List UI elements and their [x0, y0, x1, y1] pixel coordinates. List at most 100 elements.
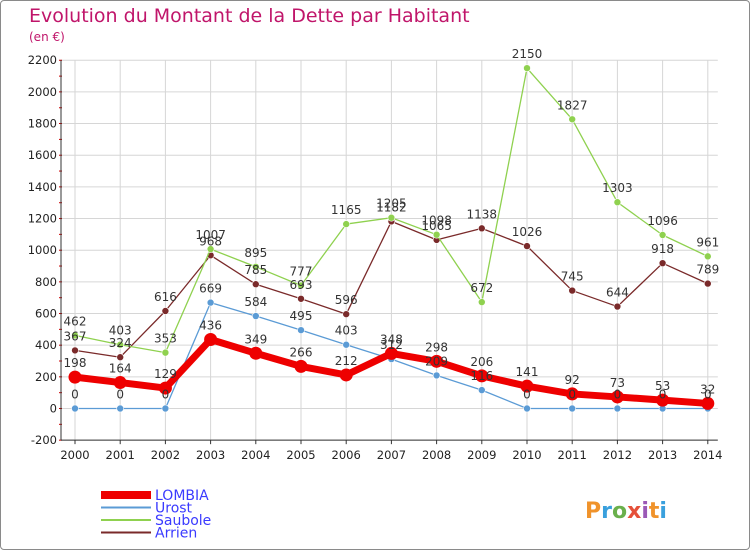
x-tick-label: 2013: [648, 448, 677, 462]
y-tick-label: 0: [50, 402, 57, 416]
data-label-saubole: 1205: [376, 197, 407, 211]
logo-letter: r: [601, 499, 612, 524]
data-label-saubole: 961: [696, 235, 719, 249]
data-point-saubole: [116, 340, 124, 349]
data-point-urost: [613, 404, 622, 413]
data-point-lombia: [520, 379, 534, 393]
data-point-arrien: [703, 279, 712, 288]
data-label-arrien: 324: [109, 336, 132, 350]
data-point-arrien: [342, 310, 351, 318]
data-label-urost: 209: [425, 354, 448, 368]
y-tick-label: 400: [35, 338, 57, 352]
data-label-arrien: 1138: [467, 207, 498, 221]
x-tick-label: 2000: [60, 448, 89, 462]
data-point-urost: [342, 340, 351, 349]
data-point-urost: [477, 386, 486, 394]
data-point-lombia: [430, 354, 444, 368]
data-label-urost: 0: [614, 388, 622, 402]
data-label-arrien: 1182: [376, 200, 407, 214]
x-tick-label: 2003: [196, 448, 225, 462]
data-label-lombia: 436: [199, 318, 222, 332]
data-label-lombia: 206: [470, 355, 493, 369]
data-point-lombia: [294, 359, 308, 373]
data-label-saubole: 895: [244, 246, 267, 260]
x-tick-label: 2002: [151, 448, 180, 462]
x-tick-label: 2001: [106, 448, 135, 462]
data-label-arrien: 745: [561, 270, 584, 284]
y-tick-label: 1400: [28, 180, 57, 194]
data-label-lombia: 198: [64, 356, 87, 370]
chart-title: Evolution du Montant de la Dette par Hab…: [29, 5, 470, 27]
data-label-saubole: 1096: [647, 214, 678, 228]
data-label-urost: 495: [290, 309, 313, 323]
data-label-saubole: 777: [290, 265, 313, 279]
data-point-lombia: [475, 369, 489, 383]
x-tick-label: 2012: [603, 448, 632, 462]
data-point-lombia: [339, 368, 353, 382]
logo-letter: x: [627, 499, 641, 524]
legend-label-arrien: Arrien: [155, 526, 197, 542]
data-label-urost: 0: [568, 388, 576, 402]
data-point-saubole: [161, 348, 170, 357]
data-label-urost: 0: [704, 388, 712, 402]
data-point-lombia: [656, 393, 670, 407]
data-point-arrien: [297, 294, 305, 303]
data-label-lombia: 129: [154, 367, 177, 381]
y-tick-label: 2000: [28, 85, 57, 99]
x-tick-label: 2006: [332, 448, 361, 462]
data-point-saubole: [206, 245, 215, 253]
data-point-arrien: [613, 302, 622, 311]
x-tick-label: 2008: [422, 448, 451, 462]
x-tick-label: 2014: [693, 448, 722, 462]
data-label-lombia: 164: [109, 362, 132, 376]
data-point-saubole: [703, 252, 712, 261]
data-point-saubole: [297, 281, 305, 290]
chart-unit: (en €): [29, 30, 65, 44]
data-label-arrien: 785: [244, 263, 267, 277]
data-point-urost: [71, 404, 79, 413]
data-label-urost: 403: [335, 324, 358, 338]
y-tick-label: 1600: [28, 148, 57, 162]
y-tick-label: 800: [35, 275, 57, 289]
data-point-arrien: [252, 280, 260, 289]
data-point-saubole: [342, 220, 351, 228]
data-label-lombia: 266: [290, 345, 313, 359]
legend-label-saubole: Saubole: [155, 513, 211, 529]
data-point-urost: [206, 298, 215, 307]
legend-label-lombia: LOMBIA: [155, 488, 209, 504]
x-tick-label: 2009: [467, 448, 496, 462]
data-label-urost: 0: [162, 388, 170, 402]
data-label-saubole: 1303: [602, 181, 633, 195]
data-label-saubole: 1165: [331, 203, 362, 217]
data-point-arrien: [477, 224, 486, 233]
data-point-saubole: [658, 231, 667, 239]
data-label-urost: 116: [470, 369, 493, 383]
data-label-lombia: 53: [655, 379, 670, 393]
data-label-saubole: 403: [109, 324, 132, 338]
data-label-arrien: 644: [606, 286, 629, 300]
x-tick-label: 2005: [286, 448, 315, 462]
data-label-arrien: 1065: [421, 219, 452, 233]
data-label-saubole: 462: [64, 314, 87, 328]
x-tick-label: 2011: [558, 448, 587, 462]
data-label-lombia: 73: [610, 376, 625, 390]
data-label-urost: 312: [380, 338, 403, 352]
data-point-arrien: [523, 242, 531, 250]
data-label-saubole: 1007: [195, 228, 226, 242]
data-point-saubole: [252, 263, 260, 271]
data-point-saubole: [387, 213, 396, 222]
data-point-lombia: [204, 332, 218, 346]
data-point-saubole: [477, 298, 486, 306]
data-label-saubole: 672: [470, 281, 493, 295]
logo-letter: i: [659, 499, 667, 524]
data-label-arrien: 596: [335, 293, 358, 307]
logo-letter: o: [612, 499, 627, 524]
data-label-arrien: 789: [696, 263, 719, 277]
data-label-arrien: 367: [64, 329, 87, 343]
data-point-saubole: [568, 115, 577, 124]
data-label-lombia: 349: [244, 332, 267, 346]
y-tick-label: 1200: [28, 212, 57, 226]
data-label-lombia: 348: [380, 332, 403, 346]
